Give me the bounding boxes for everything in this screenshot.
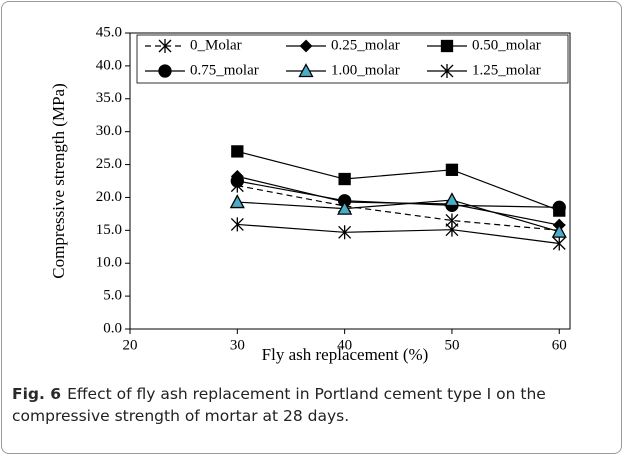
series-line: [237, 180, 560, 208]
marker: [299, 39, 313, 53]
marker: [158, 39, 172, 53]
marker: [230, 217, 244, 232]
x-tick-label: 20: [123, 337, 138, 353]
marker: [231, 145, 244, 158]
caption-text: Effect of fly ash replacement in Portlan…: [12, 385, 546, 425]
chart: Fly ash replacement (%) Compressive stre…: [49, 24, 571, 364]
plot-area: [129, 32, 571, 330]
y-axis-label: Compressive strength (MPa): [49, 83, 68, 278]
marker: [230, 174, 244, 188]
y-tick-label: 0.0: [103, 320, 122, 336]
marker: [445, 222, 459, 237]
marker: [298, 63, 314, 78]
marker: [338, 225, 352, 240]
legend-label: 0.75_molar: [190, 62, 259, 78]
series-line: [237, 199, 560, 233]
marker: [338, 172, 351, 186]
legend-label: 0.50_molar: [472, 37, 541, 53]
marker: [440, 64, 454, 78]
legend-label: 1.25_molar: [472, 62, 541, 78]
legend-label: 1.00_molar: [331, 62, 400, 78]
y-tick-label: 25.0: [96, 156, 122, 172]
y-tick-label: 40.0: [96, 57, 122, 73]
x-tick-label: 50: [444, 337, 459, 353]
caption: Fig. 6 Effect of fly ash replacement in P…: [12, 383, 612, 427]
x-tick-label: 30: [230, 337, 245, 353]
legend-label: 0.25_molar: [331, 37, 400, 53]
marker: [552, 200, 566, 214]
y-tick-label: 5.0: [103, 288, 122, 304]
y-tick-label: 20.0: [96, 189, 122, 205]
legend: 0_Molar 0.25_molar 0.50_molar 0.75_molar 1.0…: [136, 34, 569, 84]
y-tick-label: 30.0: [96, 123, 122, 139]
y-tick-label: 35.0: [96, 90, 122, 106]
marker: [551, 223, 567, 238]
x-tick-label: 40: [337, 337, 352, 353]
series-line: [237, 223, 560, 245]
marker: [552, 236, 566, 251]
marker: [445, 163, 459, 176]
marker: [444, 192, 460, 207]
series-line: [237, 185, 560, 231]
y-tick-label: 10.0: [96, 255, 122, 271]
x-tick-label: 60: [552, 337, 567, 353]
y-tick-label: 45.0: [96, 24, 122, 40]
marker: [158, 64, 172, 78]
marker: [337, 200, 353, 215]
legend-label: 0_Molar: [190, 37, 242, 53]
marker: [440, 39, 454, 53]
caption-label: Fig. 6: [12, 385, 62, 403]
legend-box: [136, 34, 569, 84]
series-line: [237, 150, 560, 212]
x-axis-label: Fly ash replacement (%): [262, 345, 429, 364]
marker: [229, 194, 245, 209]
y-tick-label: 15.0: [96, 222, 122, 238]
